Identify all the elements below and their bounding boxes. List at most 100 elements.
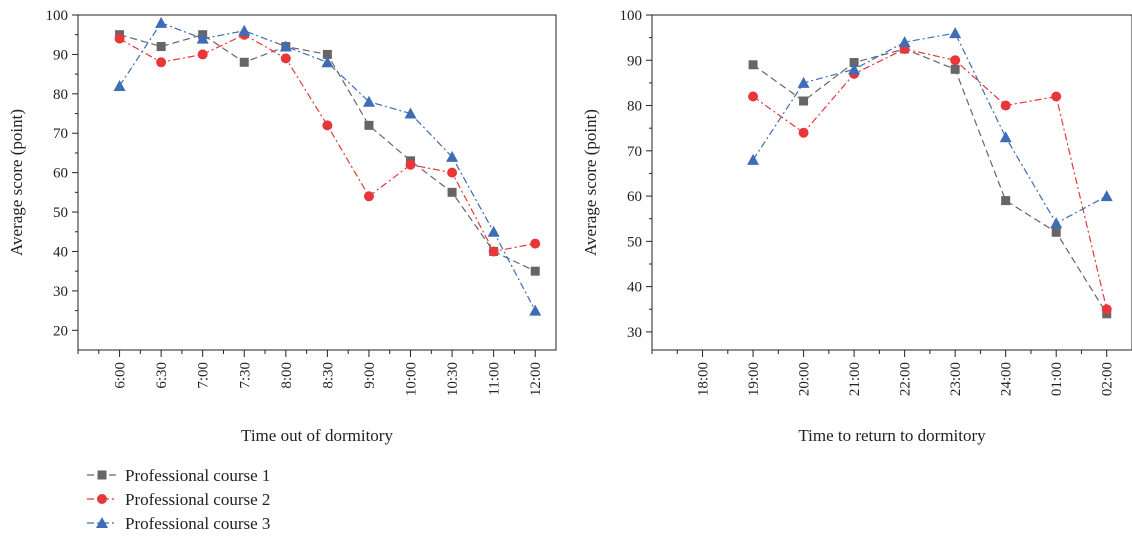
data-point (1001, 196, 1011, 206)
x-tick-label: 11:00 (487, 362, 503, 396)
x-tick-label: 23:00 (948, 362, 964, 396)
x-tick-label: 8:30 (320, 362, 336, 389)
data-point (364, 120, 374, 130)
x-tick-label: 22:00 (898, 362, 914, 396)
data-point (156, 42, 166, 52)
data-point (446, 150, 459, 162)
x-tick-label: 20:00 (797, 362, 813, 396)
data-point (447, 167, 458, 178)
data-point (363, 191, 374, 202)
y-tick-label: 70 (627, 144, 642, 160)
x-tick-label: 01:00 (1049, 362, 1065, 396)
data-point (530, 266, 540, 276)
data-point (748, 60, 758, 70)
data-point (1100, 190, 1113, 202)
y-tick-label: 60 (53, 166, 68, 182)
data-point (530, 238, 541, 249)
legend: Professional course 1 Professional course… (87, 466, 270, 533)
x-axis-title: Time to return to dormitory (798, 426, 986, 445)
series-line (119, 34, 536, 253)
plot-frame (77, 14, 557, 351)
data-point (487, 225, 500, 237)
x-tick-label: 19:00 (746, 362, 762, 396)
data-point (155, 16, 168, 28)
chart-right-time-to-return-to-dormitory: 30 40 50 60 70 80 90 100 18:00 19:00 20:00 21:00 22:… (581, 8, 1132, 445)
y-tick-label: 100 (620, 8, 643, 24)
data-point (362, 95, 375, 107)
series-line (119, 34, 536, 272)
series-line (752, 48, 1108, 315)
x-tick-label: 12:00 (528, 362, 544, 396)
x-tick-label: 24:00 (999, 362, 1015, 396)
x-tick-label: 18:00 (696, 362, 712, 396)
data-point (898, 36, 911, 48)
data-point (799, 96, 809, 106)
data-point (797, 76, 810, 88)
data-point (1050, 217, 1063, 229)
y-tick-label: 50 (53, 205, 68, 221)
data-point (950, 55, 961, 66)
data-point (280, 53, 291, 64)
data-point (999, 131, 1012, 143)
data-point (949, 27, 962, 39)
x-tick-label: 6:30 (154, 362, 170, 389)
data-point (239, 57, 249, 67)
data-point (849, 58, 859, 68)
x-axis-title: Time out of dormitory (241, 426, 393, 445)
data-point (322, 49, 332, 59)
x-tick-label: 10:30 (445, 362, 461, 396)
data-point (1051, 91, 1062, 102)
y-tick-label: 30 (53, 284, 68, 300)
y-tick-label: 50 (627, 234, 642, 250)
data-point (404, 107, 417, 119)
y-axis-title: Average score (point) (581, 109, 600, 256)
data-point (529, 304, 542, 316)
data-point (405, 159, 416, 170)
y-tick-label: 80 (53, 87, 68, 103)
x-tick-label: 7:30 (237, 362, 253, 389)
data-point (197, 49, 208, 60)
series-line (752, 32, 1108, 225)
data-point (322, 120, 333, 131)
plot-frame (651, 14, 1132, 351)
y-axis-title: Average score (point) (7, 109, 26, 256)
legend-marker (96, 517, 108, 528)
data-point (798, 127, 809, 138)
data-point (748, 91, 759, 102)
data-point (321, 56, 334, 68)
y-tick-label: 80 (627, 99, 642, 115)
y-tick-label: 70 (53, 126, 68, 142)
data-point (1051, 227, 1061, 237)
x-tick-label: 9:00 (362, 362, 378, 389)
data-point (238, 24, 251, 36)
legend-label: Professional course 3 (125, 514, 270, 533)
legend-label: Professional course 1 (125, 466, 270, 485)
y-tick-label: 40 (53, 244, 68, 260)
y-tick-label: 20 (53, 323, 68, 339)
data-point (488, 246, 499, 257)
x-tick-label: 02:00 (1100, 362, 1116, 396)
data-point (114, 33, 125, 44)
data-point (279, 40, 292, 52)
data-point (447, 187, 457, 197)
x-tick-label: 21:00 (847, 362, 863, 396)
x-tick-label: 6:00 (113, 362, 129, 389)
data-point (747, 153, 760, 165)
legend-label: Professional course 2 (125, 490, 270, 509)
y-tick-label: 90 (53, 47, 68, 63)
x-tick-label: 7:00 (196, 362, 212, 389)
data-point (156, 57, 167, 68)
y-tick-label: 60 (627, 189, 642, 205)
y-tick-label: 100 (46, 8, 69, 24)
x-tick-label: 8:00 (279, 362, 295, 389)
data-point (1101, 304, 1112, 315)
series-line (752, 48, 1108, 310)
data-point (848, 63, 861, 75)
y-tick-label: 90 (627, 53, 642, 69)
legend-marker (97, 494, 107, 504)
legend-marker (97, 470, 107, 480)
data-point (113, 79, 126, 91)
x-tick-label: 10:00 (404, 362, 420, 396)
y-tick-label: 40 (627, 280, 642, 296)
